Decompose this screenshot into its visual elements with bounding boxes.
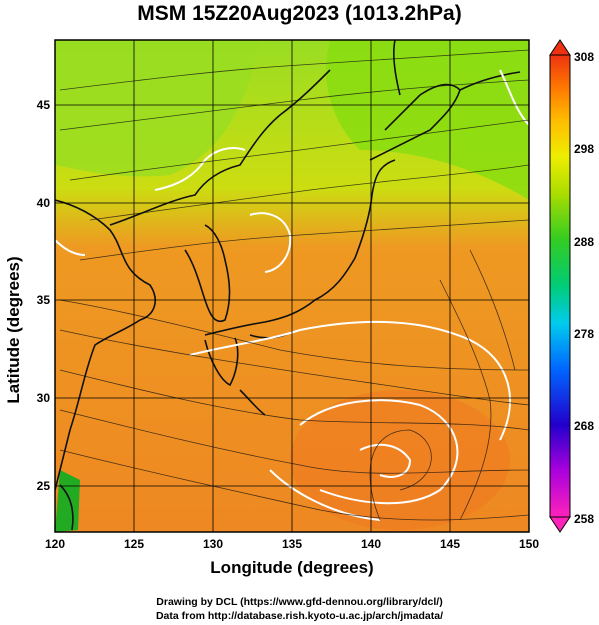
y-tick-label: 45 (37, 98, 51, 112)
taiwan (59, 484, 74, 531)
cool-region-northwest (55, 40, 260, 177)
colorbar-bar (549, 54, 571, 518)
x-tick-label: 135 (282, 537, 302, 551)
colorbar-tick-label: 308 (574, 50, 594, 64)
colorbar-tick-label: 288 (574, 235, 594, 249)
x-tick-label: 145 (440, 537, 460, 551)
lat-lon-grid (55, 40, 529, 532)
colorbar-tick-label: 268 (574, 419, 594, 433)
x-tick-label: 150 (519, 537, 539, 551)
ryukyu-chain (239, 389, 266, 416)
kyushu (204, 337, 239, 387)
y-tick-label: 25 (37, 479, 51, 493)
x-axis-ticks: 120 125 130 135 140 145 150 (45, 537, 539, 551)
colorbar-tick-label: 258 (574, 512, 594, 526)
x-tick-label: 140 (361, 537, 381, 551)
y-tick-label: 35 (37, 293, 51, 307)
y-axis-ticks: 25 30 35 40 45 (37, 98, 51, 493)
y-tick-label: 40 (37, 196, 51, 210)
wind-streamlines (59, 49, 529, 521)
x-tick-label: 125 (124, 537, 144, 551)
colorbar-min-arrow (549, 516, 571, 533)
colorbar-tick-label: 298 (574, 142, 594, 156)
kuril (459, 71, 521, 91)
y-tick-label: 30 (37, 391, 51, 405)
chart-title: MSM 15Z20Aug2023 (1013.2hPa) (137, 2, 462, 25)
colorbar-ticks: 308 298 288 278 268 258 (574, 50, 594, 526)
korea-peninsula (184, 224, 231, 322)
colorbar: 308 298 288 278 268 258 (549, 39, 594, 533)
y-axis-label: Latitude (degrees) (4, 256, 23, 404)
x-tick-label: 130 (203, 537, 223, 551)
credit-drawing: Drawing by DCL (https://www.gfd-dennou.o… (156, 596, 443, 608)
hokkaido (369, 83, 461, 161)
cool-region-northeast (326, 40, 529, 200)
colorbar-tick-label: 278 (574, 327, 594, 341)
colorbar-max-arrow (549, 39, 571, 56)
honshu (204, 159, 396, 336)
map-frame (54, 39, 530, 533)
map-panel (55, 40, 529, 532)
x-axis-label: Longitude (degrees) (210, 558, 374, 577)
china-coast (55, 199, 156, 491)
credit-data: Data from http://database.rish.kyoto-u.a… (155, 610, 444, 622)
x-tick-label: 120 (45, 537, 65, 551)
coastlines (55, 40, 521, 531)
warm-core (290, 390, 510, 530)
korea-manchuria-coast (109, 69, 331, 226)
